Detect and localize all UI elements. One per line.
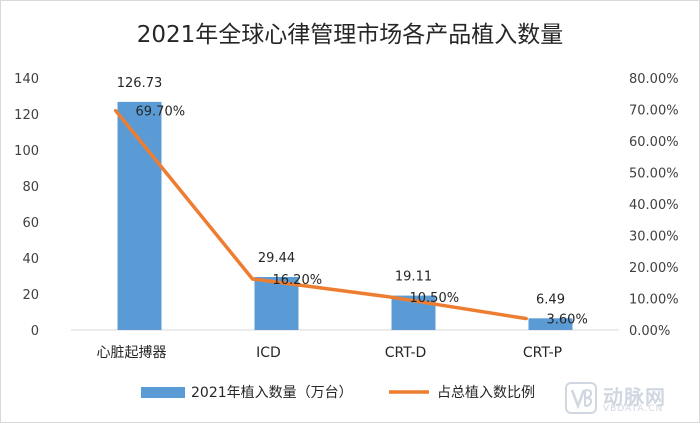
- y-left-tick-label: 80: [22, 180, 39, 195]
- y-left-tick-label: 140: [14, 72, 39, 87]
- bar-value-label: 126.73: [117, 76, 163, 91]
- line-point: [525, 317, 528, 321]
- legend-bar-label: 2021年植入数量（万台）: [191, 385, 353, 401]
- line-point: [114, 108, 117, 112]
- y-left-tick-label: 40: [22, 252, 39, 267]
- y-right-tick-label: 70.00%: [629, 104, 679, 119]
- line-point: [388, 295, 391, 299]
- proportion-line: [114, 109, 527, 321]
- chart-title: 2021年全球心律管理市场各产品植入数量: [137, 22, 564, 48]
- y-right-tick-label: 20.00%: [629, 261, 679, 276]
- y-right-tick-label: 50.00%: [629, 167, 679, 182]
- x-tick-label: CRT-P: [523, 345, 562, 361]
- line-point: [251, 277, 254, 281]
- bar-value-label: 29.44: [258, 251, 295, 266]
- watermark: 动脉网 VBDATA.CN: [565, 380, 695, 418]
- legend-line-label: 占总植入数比例: [437, 385, 535, 401]
- bar-value-label: 6.49: [536, 292, 565, 307]
- vb-logo-icon: [565, 382, 597, 414]
- line-value-label: 16.20%: [273, 273, 323, 288]
- legend-bar-swatch: [141, 387, 185, 398]
- line-value-label: 3.60%: [547, 313, 588, 328]
- bar: [117, 101, 162, 330]
- line-value-label: 10.50%: [410, 291, 460, 306]
- watermark-site: VBDATA.CN: [603, 404, 664, 414]
- y-left-tick-label: 60: [22, 216, 39, 231]
- x-tick-label: CRT-D: [385, 345, 427, 361]
- y-right-tick-label: 60.00%: [629, 135, 679, 150]
- bar: [254, 277, 299, 330]
- y-right-tick-label: 30.00%: [629, 230, 679, 245]
- y-left-tick-label: 100: [14, 144, 39, 159]
- y-right-tick-label: 80.00%: [629, 72, 679, 87]
- x-tick-label: ICD: [256, 345, 281, 361]
- y-left-tick-label: 0: [31, 324, 39, 339]
- y-left-tick-label: 120: [14, 108, 39, 123]
- line-value-label: 69.70%: [136, 104, 186, 119]
- bar-value-label: 19.11: [395, 270, 432, 285]
- watermark-brand: 动脉网: [603, 385, 666, 409]
- x-tick-label: 心脏起搏器: [97, 344, 167, 361]
- y-right-tick-label: 10.00%: [629, 293, 679, 308]
- bar: [528, 318, 573, 330]
- y-right-tick-label: 0.00%: [629, 324, 670, 339]
- y-right-tick-label: 40.00%: [629, 198, 679, 213]
- y-left-tick-label: 20: [22, 288, 39, 303]
